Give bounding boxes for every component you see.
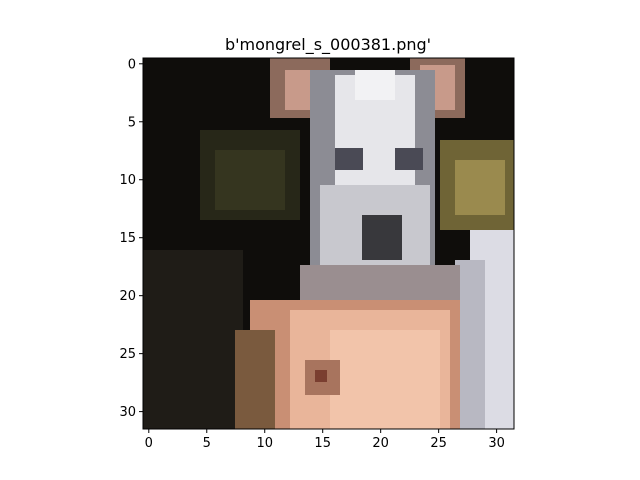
x-tick-label: 15 (314, 436, 331, 451)
olive-patch-left-inner (215, 150, 285, 210)
y-tick-label: 5 (128, 115, 136, 130)
y-tick-label: 0 (128, 57, 136, 72)
yellow-patch-right-inner (455, 160, 505, 215)
dark-lower-left (143, 250, 243, 429)
x-tick-label: 0 (145, 436, 153, 451)
forehead-white (355, 70, 395, 100)
x-tick-label: 25 (430, 436, 447, 451)
lower-left-brown (235, 330, 275, 429)
image-frame (142, 57, 515, 430)
y-tick-label: 20 (119, 289, 136, 304)
y-tick-label: 30 (119, 405, 136, 420)
right-eye (395, 148, 423, 170)
figure-title: b'mongrel_s_000381.png' (225, 35, 431, 55)
y-tick-label: 15 (119, 231, 136, 246)
dog-image (142, 57, 515, 430)
y-axis: 0 5 10 15 20 25 30 (119, 57, 143, 420)
x-tick-label: 30 (488, 436, 505, 451)
x-tick-label: 5 (203, 436, 211, 451)
skin-highlight (330, 330, 440, 429)
x-tick-label: 20 (372, 436, 389, 451)
left-eye (335, 148, 363, 170)
skin-red-spot (315, 370, 327, 382)
x-tick-label: 10 (256, 436, 273, 451)
y-tick-label: 10 (119, 173, 136, 188)
nose (362, 215, 402, 260)
x-axis: 0 5 10 15 20 25 30 (145, 429, 505, 451)
y-tick-label: 25 (119, 347, 136, 362)
